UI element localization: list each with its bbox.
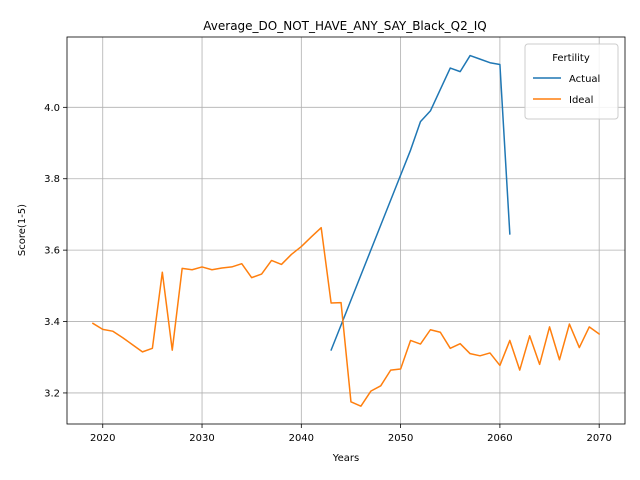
y-tick-label: 4.0 [44,103,60,114]
legend-title: Fertility [552,53,590,64]
plot-frame [66,36,626,425]
x-tick-label: 2060 [487,433,512,444]
y-tick-label: 3.2 [44,388,60,399]
y-tick-label: 3.6 [44,246,60,257]
series-line-ideal [92,226,600,407]
legend-box [524,43,619,120]
series-layer [92,54,600,407]
y-tick-label: 3.8 [44,174,60,185]
x-tick-label: 2040 [289,433,314,444]
y-axis-label: Score(1-5) [17,204,28,256]
x-axis-label: Years [332,453,359,464]
legend: Fertility Actual Ideal [524,43,619,120]
legend-label-ideal: Ideal [569,95,593,106]
x-tick-label: 2030 [189,433,214,444]
legend-label-actual: Actual [569,74,600,85]
x-tick-label: 2050 [388,433,413,444]
x-axis: 2020 2030 2040 2050 2060 2070 [90,424,612,444]
y-axis: 3.2 3.4 3.6 3.8 4.0 [44,103,67,399]
x-tick-label: 2020 [90,433,115,444]
chart-title: Average_DO_NOT_HAVE_ANY_SAY_Black_Q2_IQ [203,19,486,33]
x-tick-label: 2070 [586,433,611,444]
series-line-actual [330,54,511,351]
y-tick-label: 3.4 [44,317,60,328]
